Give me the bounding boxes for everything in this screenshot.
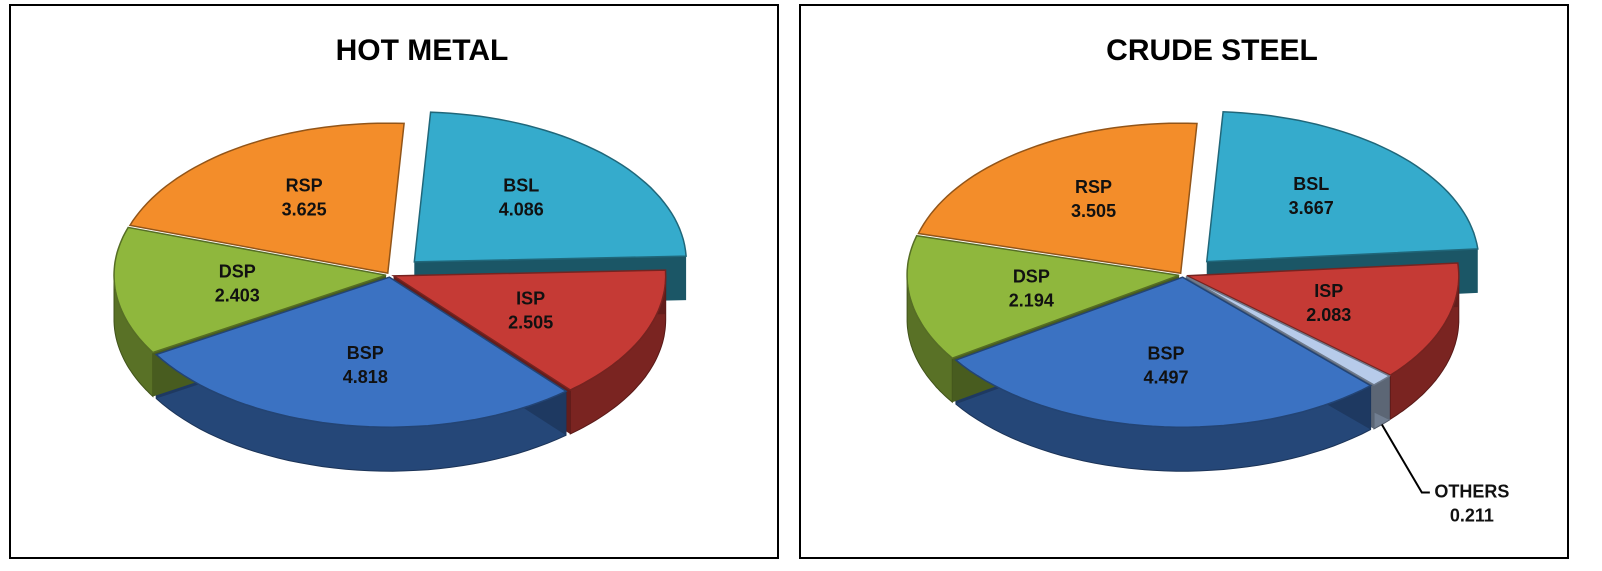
- data-label-value: 3.667: [1289, 198, 1334, 218]
- slice: [917, 122, 1198, 275]
- data-label-value: 3.625: [282, 199, 327, 219]
- chart-title: HOT METAL: [336, 34, 509, 67]
- slice: [413, 111, 687, 263]
- data-label-value: 0.211: [1450, 505, 1494, 525]
- chart-title: CRUDE STEEL: [1106, 34, 1318, 67]
- data-label-name: DSP: [1013, 266, 1050, 286]
- data-label-value: 2.194: [1009, 290, 1054, 310]
- data-label-value: 2.403: [215, 286, 260, 306]
- data-label-name: BSP: [347, 343, 384, 363]
- slice: [128, 122, 405, 275]
- data-label-name: ISP: [516, 289, 545, 309]
- data-label-name: DSP: [219, 262, 256, 282]
- data-label-value: 2.083: [1306, 305, 1351, 325]
- slice: [113, 226, 387, 354]
- data-label-value: 4.086: [499, 200, 544, 220]
- data-label-value: 4.497: [1143, 367, 1188, 387]
- slice: [1185, 275, 1391, 386]
- slice: [954, 276, 1373, 428]
- leader-line: [1380, 424, 1430, 494]
- slice: [1186, 262, 1460, 377]
- slice: [154, 276, 568, 428]
- slice: [391, 269, 667, 391]
- data-label-name: BSL: [1293, 174, 1329, 194]
- data-label-name: OTHERS: [1434, 481, 1509, 501]
- data-label-value: 3.505: [1071, 201, 1116, 221]
- data-label-value: 2.505: [508, 313, 553, 333]
- slice: [1205, 111, 1479, 263]
- data-label-name: BSP: [1147, 343, 1184, 363]
- data-label-name: RSP: [1075, 177, 1112, 197]
- slice: [906, 234, 1180, 360]
- data-label-name: BSL: [503, 176, 539, 196]
- data-label-name: ISP: [1314, 281, 1343, 301]
- data-label-name: RSP: [286, 175, 323, 195]
- data-label-value: 4.818: [343, 367, 388, 387]
